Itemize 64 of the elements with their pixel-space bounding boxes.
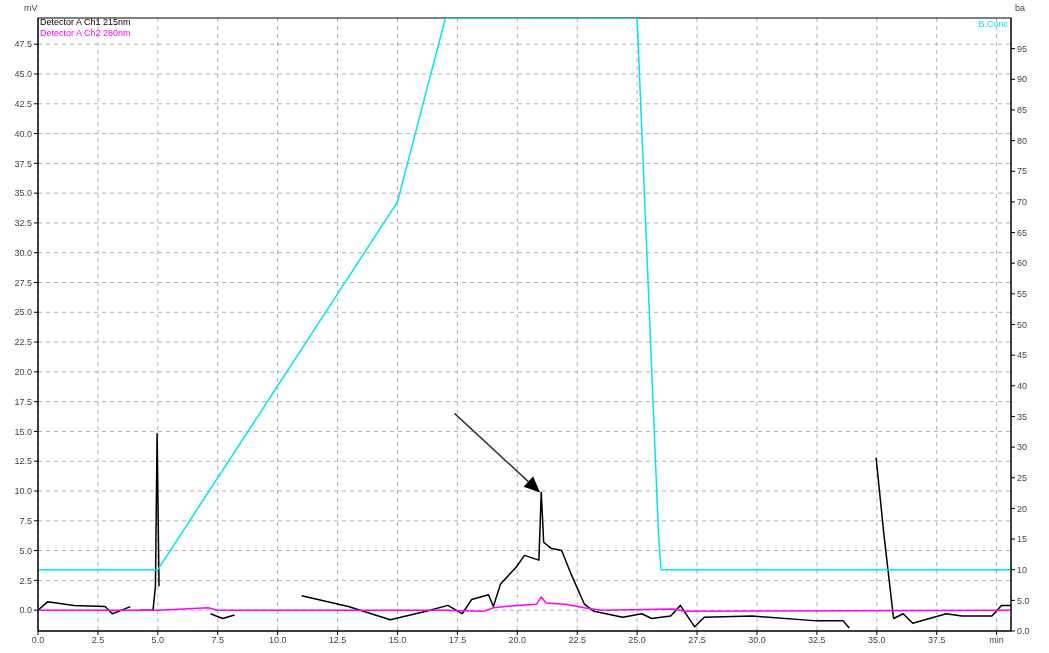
x-tick-label: 2.5	[91, 635, 105, 646]
y2-tick-label: 55	[1017, 289, 1028, 300]
y-tick-label: 17.5	[14, 396, 32, 407]
y-tick-label: 22.5	[14, 337, 32, 348]
y2-tick-label: 70	[1017, 197, 1028, 208]
line-series	[38, 596, 1011, 613]
x-tick-label: 37.5	[927, 635, 946, 646]
y2-tick-label: 65	[1017, 227, 1028, 238]
y-tick-label: 30.0	[14, 247, 32, 258]
y-tick-label: 42.5	[14, 98, 32, 109]
y-tick-label: 0.0	[19, 605, 32, 616]
y-tick-label: 47.5	[14, 39, 32, 50]
x-tick-label: 25.0	[628, 635, 646, 646]
y-tick-label: 12.5	[14, 456, 32, 467]
x-tick-label: 5.0	[151, 635, 165, 646]
text: Detector A Ch1 215nm	[40, 17, 131, 28]
x-tick-label: 17.5	[448, 635, 467, 646]
x-tick-label: 32.5	[808, 635, 826, 646]
y-tick-label: 27.5	[14, 277, 32, 288]
y2-tick-label: 90	[1017, 74, 1028, 85]
y2-tick-label: 60	[1017, 258, 1028, 269]
y2-tick-label: 75	[1017, 166, 1028, 177]
y-tick-label: 40.0	[14, 128, 32, 139]
x-tick-label: 35.0	[868, 635, 886, 646]
x-tick-label: 22.5	[568, 635, 586, 646]
y-tick-label: 7.5	[19, 515, 32, 526]
text: B.Conc	[978, 19, 1008, 29]
x-tick-label: 30.0	[748, 635, 766, 646]
y2-axis-title: ba	[1015, 3, 1026, 13]
x-tick-label: 27.5	[688, 635, 706, 646]
x-tick-label: 7.5	[211, 635, 224, 646]
y-tick-label: 35.0	[14, 188, 32, 199]
y-tick-label: 32.5	[14, 218, 32, 229]
y2-tick-label: 10	[1017, 564, 1028, 575]
y-tick-label: 10.0	[14, 486, 32, 497]
y2-tick-label: 85	[1017, 105, 1028, 116]
y2-tick-label: 50	[1017, 319, 1028, 330]
y-tick-label: 20.0	[14, 367, 32, 378]
x-tick-label: 12.5	[328, 635, 347, 646]
y2-tick-label: 30	[1017, 442, 1028, 453]
y2-tick-label: 5.0	[1017, 595, 1030, 606]
y2-tick-label: 20	[1017, 503, 1028, 514]
text: Detector A Ch2 280nm	[40, 28, 131, 39]
y2-tick-label: 25	[1017, 472, 1028, 483]
y-tick-label: 45.0	[14, 69, 32, 80]
y2-tick-label: 0.0	[1017, 626, 1030, 637]
line-series	[38, 18, 1011, 571]
y-tick-label: 2.5	[19, 575, 32, 586]
x-tick-label: 10.0	[268, 635, 287, 646]
x-tick-label: 0.0	[31, 635, 45, 646]
y-axis-title: mV	[24, 3, 38, 13]
y2-tick-label: 15	[1017, 534, 1028, 545]
y-tick-label: 5.0	[19, 545, 32, 556]
y2-tick-label: 40	[1017, 380, 1028, 391]
y-tick-label: 15.0	[14, 426, 32, 437]
x-tick-label: 20.0	[508, 635, 527, 646]
y-tick-label: 25.0	[14, 307, 32, 318]
x-tick-label: 15.0	[388, 635, 407, 646]
y2-tick-label: 45	[1017, 350, 1028, 361]
y2-tick-label: 95	[1017, 43, 1028, 54]
y2-tick-label: 35	[1017, 411, 1028, 422]
y2-tick-label: 80	[1017, 135, 1028, 146]
x-tick-label: min	[989, 635, 1004, 646]
y-tick-label: 37.5	[14, 158, 32, 169]
